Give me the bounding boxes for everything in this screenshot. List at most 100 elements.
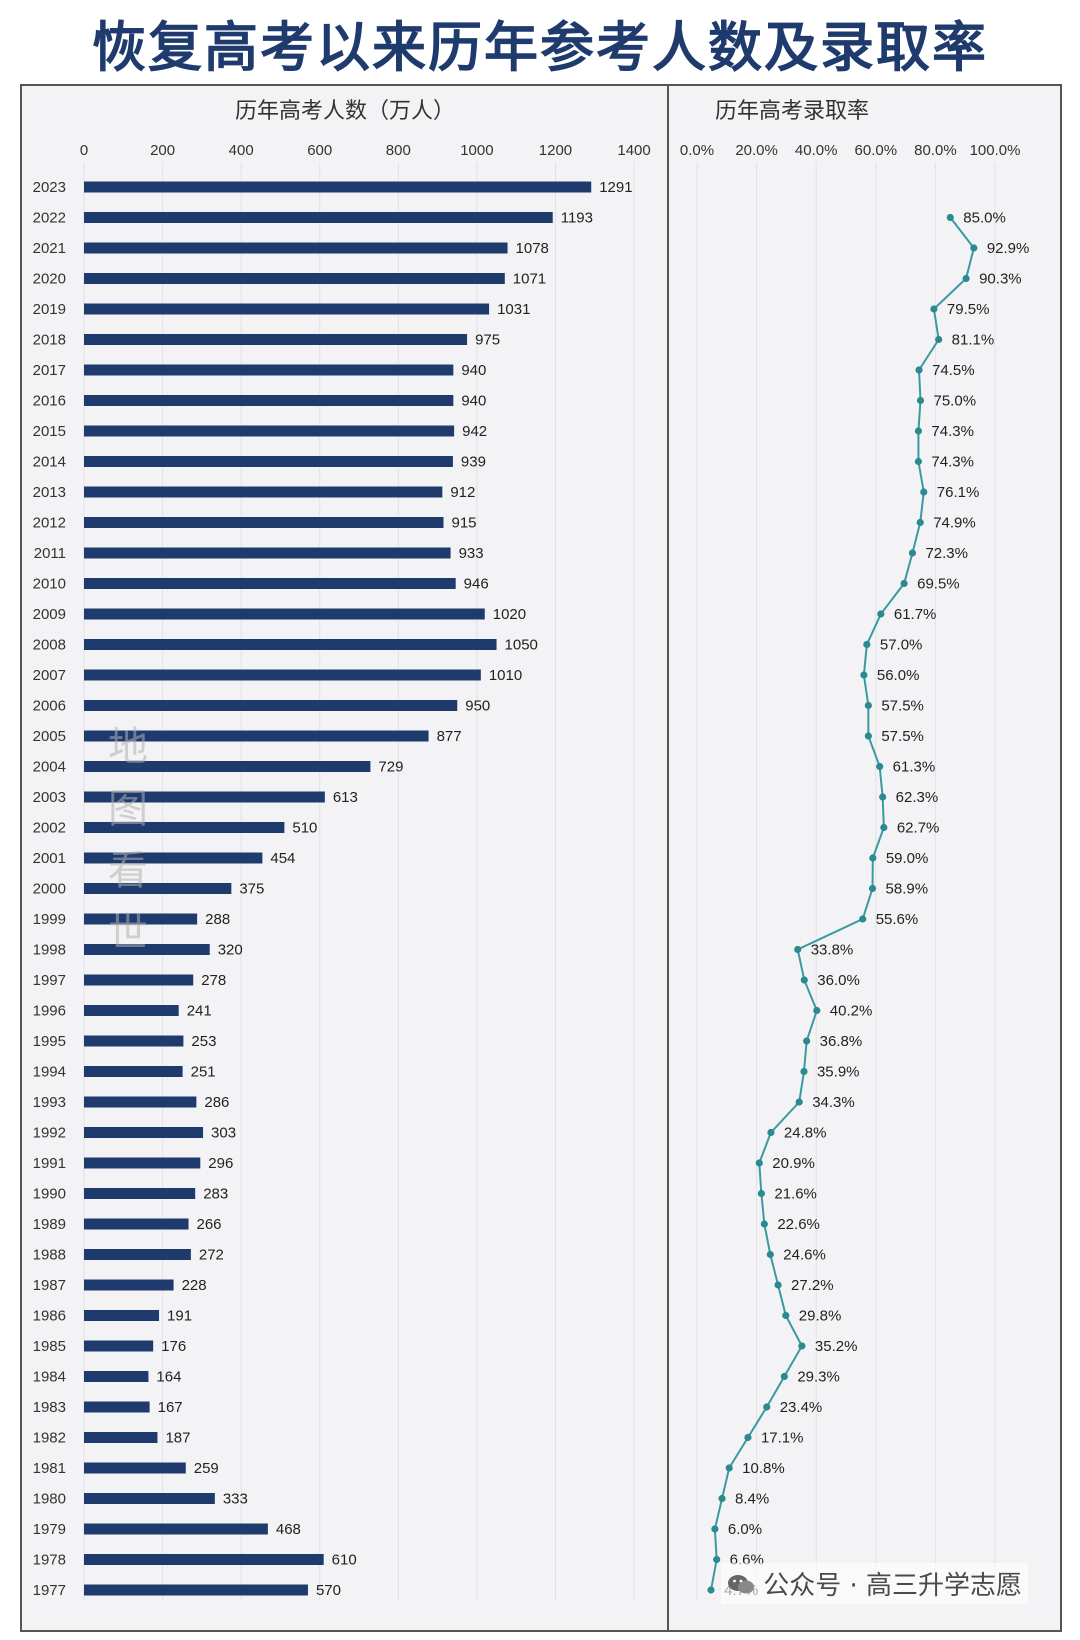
rate-label: 29.3% [797,1369,840,1386]
bar-x-tick-label: 0 [80,142,88,159]
bar-year-label: 2003 [33,789,66,806]
bar [84,1127,204,1138]
rate-label: 22.6% [777,1216,820,1233]
bar-year-label: 1989 [33,1216,66,1233]
rate-label: 85.0% [963,210,1006,227]
rate-label: 35.2% [815,1338,858,1355]
bar-year-label: 1995 [33,1033,66,1050]
bar-year-label: 2015 [33,423,66,440]
bar-value-label: 940 [461,393,486,410]
line-chart-title: 历年高考录取率 [715,99,869,124]
rate-label: 76.1% [937,484,980,501]
rate-point [915,366,923,374]
rate-label: 55.6% [876,911,919,928]
bar-value-label: 251 [191,1064,216,1081]
bar-value-label: 975 [475,332,500,349]
footer-text: 公众号 · 高三升学志愿 [763,1571,1022,1601]
bar [84,822,285,833]
bar-value-label: 288 [205,911,230,928]
bar-value-label: 912 [450,484,475,501]
bar-year-label: 2010 [33,576,66,593]
rate-label: 34.3% [812,1094,855,1111]
rate-point [877,610,885,618]
bar [84,456,453,467]
bar-year-label: 2013 [33,484,66,501]
rate-point [767,1128,775,1137]
bar-year-label: 2001 [33,850,66,867]
rate-point [876,762,884,771]
bar-year-label: 2004 [33,759,66,776]
bar-x-tick-label: 800 [386,142,411,159]
bar-x-tick-label: 1400 [617,142,650,159]
rate-point [914,457,923,466]
rate-label: 62.3% [896,789,939,806]
bar [84,913,198,925]
bar-year-label: 2019 [33,301,66,318]
bar-year-label: 2014 [33,454,66,471]
bar-x-tick-label: 1000 [460,142,493,159]
bar [84,486,443,498]
bar-year-label: 1987 [33,1277,66,1294]
rate-point [935,335,943,344]
bar-value-label: 164 [156,1369,181,1386]
admission-rate-line [710,216,975,1591]
rate-point [757,1189,765,1198]
bar [84,761,371,772]
bar-year-label: 2021 [33,240,66,257]
bar [84,1523,268,1535]
wechat-icon [728,1574,755,1593]
rate-label: 74.3% [931,454,974,471]
bar-year-label: 2000 [33,881,66,898]
bar [84,181,592,193]
bar [84,425,455,437]
rate-point [869,854,877,862]
bar-value-label: 278 [201,972,226,989]
rate-point [774,1281,782,1289]
rate-point [880,823,888,832]
rate-point [864,701,872,710]
bar-x-tick-label: 400 [229,142,254,159]
bar [84,242,508,254]
bar-year-label: 1988 [33,1247,66,1264]
bar-value-label: 375 [239,881,264,898]
rate-label: 61.3% [893,759,936,776]
bar-year-label: 1985 [33,1338,66,1355]
rate-label: 74.3% [931,423,974,440]
bar-year-label: 2006 [33,698,66,715]
rate-point [766,1250,774,1259]
bar-value-label: 241 [187,1003,212,1020]
bar [84,1096,197,1108]
bar-year-label: 2022 [33,210,66,227]
bar-value-label: 729 [378,759,403,776]
source-footer: 公众号 · 高三升学志愿 [721,1563,1028,1604]
bar-value-label: 946 [464,576,489,593]
bar-year-label: 2005 [33,728,66,745]
bar [84,547,451,559]
rate-label: 33.8% [811,942,854,959]
rate-label: 29.8% [799,1308,842,1325]
bar-value-label: 510 [292,820,317,837]
rate-point [800,976,808,984]
bar [84,1005,179,1016]
bar-value-label: 167 [158,1399,183,1416]
bar-year-label: 1981 [33,1460,66,1477]
bar-year-label: 1982 [33,1430,66,1447]
rate-point [713,1555,721,1564]
bar-year-label: 1986 [33,1308,66,1325]
bar-value-label: 333 [223,1491,248,1508]
rate-point [914,427,923,435]
rate-label: 92.9% [987,240,1030,257]
bar [84,1401,150,1413]
line-x-tick-label: 60.0% [855,142,898,159]
rate-label: 10.8% [742,1460,785,1477]
bar [84,273,505,284]
rate-point [868,884,877,893]
rate-point [860,671,868,679]
bar-value-label: 259 [194,1460,219,1477]
bar [84,517,444,528]
rate-label: 23.4% [780,1399,823,1416]
bar-year-label: 1994 [33,1064,66,1081]
bar-year-label: 1993 [33,1094,66,1111]
rate-label: 69.5% [917,576,960,593]
